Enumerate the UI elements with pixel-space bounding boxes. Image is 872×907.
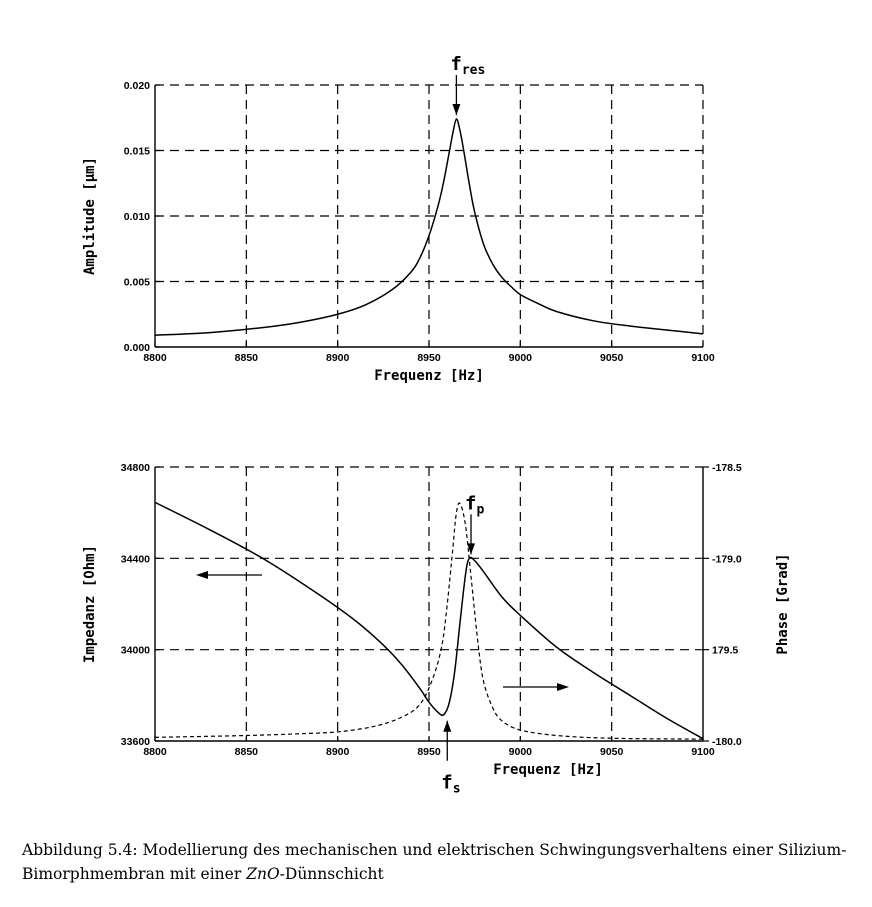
x-tick-label: 8900	[326, 352, 350, 364]
annotation-subscript: res	[462, 63, 485, 78]
y-axis-label: Amplitude [μm]	[82, 157, 98, 275]
y-tick-label: 0.015	[124, 146, 150, 158]
annotation-label: fs	[441, 772, 460, 797]
annotation-subscript: p	[476, 502, 484, 517]
y-tick-label: 33600	[121, 736, 150, 748]
amplitude-series-line	[154, 118, 704, 336]
x-tick-label: 8800	[143, 746, 167, 758]
y-tick-label: 34000	[121, 645, 150, 657]
x-tick-label: 8950	[417, 352, 441, 364]
x-tick-label: 9100	[691, 352, 715, 364]
annotation-arrow-head	[452, 104, 461, 116]
annotation-label: fres	[450, 53, 485, 78]
x-tick-label: 9000	[509, 352, 533, 364]
annotation-arrow-head	[467, 543, 476, 555]
annotation-arrow-head	[443, 720, 452, 732]
x-tick-label: 9100	[691, 746, 715, 758]
annotation-main: f	[450, 53, 461, 75]
annotation-main: f	[465, 492, 476, 514]
y-tick-label-right: -179.0	[712, 553, 742, 565]
x-tick-label: 8850	[235, 352, 259, 364]
x-axis-label: Frequenz [Hz]	[493, 762, 603, 778]
caption-suffix: -Dünnschicht	[279, 865, 384, 883]
caption-prefix: Abbildung 5.4: Modellierung des mechanis…	[22, 841, 847, 883]
x-tick-label: 9050	[600, 746, 624, 758]
x-tick-label: 8900	[326, 746, 350, 758]
y-tick-label-right: -178.5	[712, 462, 742, 474]
x-tick-label: 8850	[235, 746, 259, 758]
x-tick-label: 8800	[143, 352, 167, 364]
figure-caption: Abbildung 5.4: Modellierung des mechanis…	[22, 838, 862, 886]
impedance-series-line	[154, 501, 704, 740]
impedance-phase-chart: 8800 8850 8900 8950 9000 9050 9100 33600 34000 34…	[82, 462, 791, 797]
y-tick-label: 0.020	[124, 80, 150, 92]
y-tick-label-right: 179.5	[712, 645, 738, 657]
y-tick-label: 0.000	[124, 342, 150, 354]
y-tick-label: 34400	[121, 553, 150, 565]
annotation-subscript: s	[453, 782, 461, 797]
right-axis-indicator-arrow-head	[557, 683, 569, 691]
y-axis-label: Impedanz [Ohm]	[82, 545, 98, 663]
x-tick-label: 9050	[600, 352, 624, 364]
x-tick-label: 9000	[509, 746, 533, 758]
y-tick-label: 0.005	[124, 277, 150, 289]
y-tick-label: 34800	[121, 462, 150, 474]
amplitude-chart: 8800 8850 8900 8950 9000 9050 9100 0.000 0.005 0.…	[82, 53, 715, 384]
annotation-main: f	[441, 772, 452, 794]
x-axis-label: Frequenz [Hz]	[374, 368, 484, 384]
left-axis-indicator-arrow-head	[196, 571, 208, 579]
annotation-label: fp	[465, 492, 484, 517]
phase-series-line	[154, 502, 704, 740]
y-tick-label-right: -180.0	[712, 736, 742, 748]
x-tick-label: 8950	[417, 746, 441, 758]
y-tick-label: 0.010	[124, 211, 150, 223]
caption-math: ZnO	[246, 865, 280, 883]
y-axis-label-right: Phase [Grad]	[775, 553, 791, 654]
